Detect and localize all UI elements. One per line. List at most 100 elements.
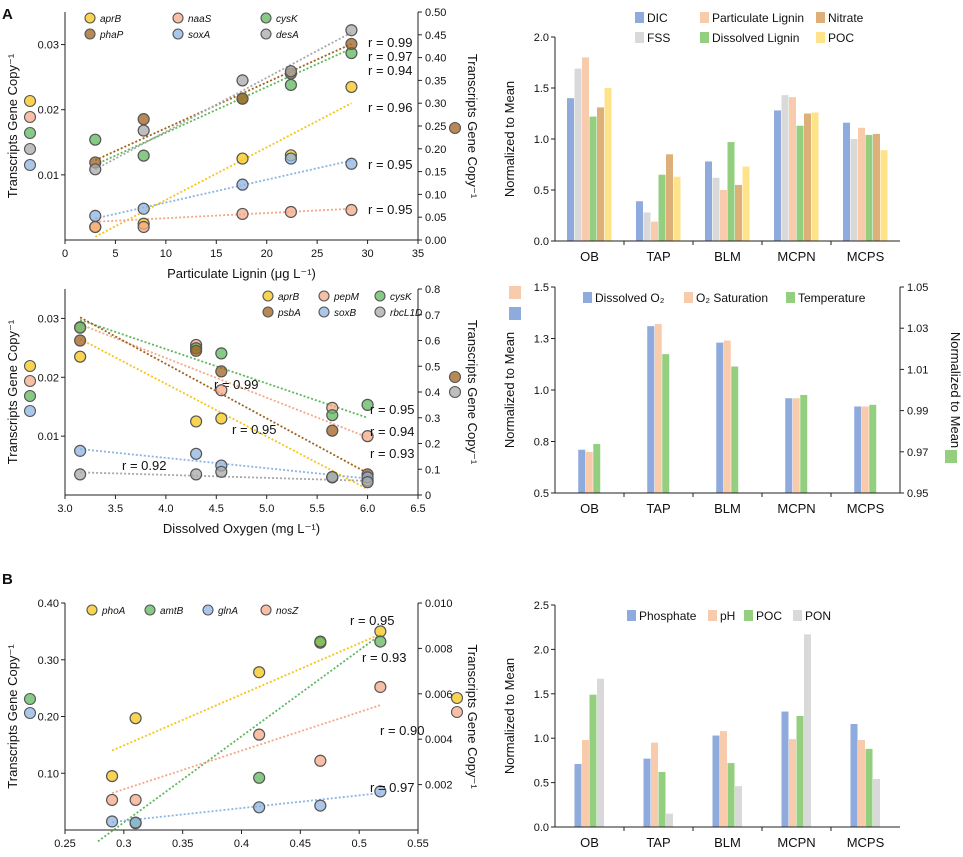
a4-category-label: MCPS bbox=[847, 501, 885, 516]
a1-point-desa bbox=[345, 24, 358, 37]
a2-yl-tick-label: 1.0 bbox=[534, 134, 549, 146]
a2-yl-tick-label: 1.5 bbox=[534, 83, 549, 95]
a3-point-cysk bbox=[361, 398, 374, 411]
a1-r-label-aprb: r = 0.96 bbox=[368, 100, 412, 115]
a3-legend-label-aprb: aprB bbox=[278, 292, 299, 303]
a2-bar-poc-ob bbox=[604, 88, 612, 241]
a4-y-axis-title-left: Normalized to Mean bbox=[502, 332, 517, 448]
a3-yr-tick-label: 0.8 bbox=[425, 284, 440, 296]
b2-legend-label-ph: pH bbox=[720, 609, 735, 623]
a4-bar-dissolved-o-blm bbox=[716, 342, 724, 493]
b2-bar-phosphate-blm bbox=[712, 735, 720, 827]
b2-yl-tick-label: 0.0 bbox=[534, 822, 549, 834]
b2-legend-swatch-ph bbox=[708, 610, 717, 621]
a1-y-axis-title-right: Transcripts Gene Copy⁻¹ bbox=[465, 54, 480, 199]
a1-point-aprb bbox=[345, 80, 358, 94]
a4-yl-tick-label: 1.3 bbox=[534, 334, 549, 346]
a3-x-tick-label: 4.0 bbox=[158, 503, 173, 515]
a4-bar-temperature-mcps bbox=[869, 404, 877, 493]
a2-bar-particulate-lignin-tap bbox=[651, 221, 658, 241]
a2-bar-fss-blm bbox=[712, 177, 720, 241]
a4-axis-key-right-temperature bbox=[945, 450, 957, 463]
b1-legend-swatch-glna bbox=[202, 604, 214, 616]
a3-legend-swatch-soxb bbox=[318, 306, 330, 318]
b2-bar-pon-mcpn bbox=[804, 634, 811, 827]
a2-legend-swatch-dissolved-lignin bbox=[700, 32, 709, 43]
a2-bar-nitrate-tap bbox=[666, 154, 673, 241]
a3-point-cysk bbox=[326, 409, 339, 422]
a4-yr-tick-label: 1.05 bbox=[907, 282, 928, 294]
b2-category-label: MCPS bbox=[847, 835, 885, 850]
b1-axis-key-left-glna bbox=[23, 706, 37, 720]
b1-trend-phoa bbox=[111, 633, 381, 752]
b2-category-label: BLM bbox=[714, 835, 741, 850]
a4-legend-label-o-saturation: O₂ Saturation bbox=[696, 291, 768, 305]
a4-yr-tick-label: 1.03 bbox=[907, 323, 928, 335]
b2-bar-pon-mcps bbox=[873, 779, 880, 827]
a1-x-tick-label: 15 bbox=[210, 248, 222, 260]
a2-bar-dic-ob bbox=[567, 98, 574, 241]
b1-x-tick-label: 0.35 bbox=[172, 838, 193, 850]
a3-yr-tick-label: 0.2 bbox=[425, 439, 440, 451]
a2-bar-nitrate-ob bbox=[597, 107, 604, 241]
a1-point-naas bbox=[137, 220, 150, 234]
a4-yr-tick-label: 0.95 bbox=[907, 488, 928, 500]
a2-category-label: MCPN bbox=[777, 249, 815, 264]
a1-yl-tick-label: 0.03 bbox=[38, 40, 59, 52]
a1-point-desa bbox=[284, 65, 298, 78]
b1-point-glna bbox=[374, 785, 387, 798]
b2-legend-swatch-pon bbox=[793, 610, 802, 621]
a2-bar-fss-ob bbox=[574, 68, 582, 242]
a4-axis-key-left-dissolved-o bbox=[509, 307, 521, 320]
a3-axis-key-left-cysk bbox=[23, 389, 37, 403]
a1-r-label-cysk: r = 0.94 bbox=[368, 63, 412, 78]
a3-legend-swatch-pepm bbox=[318, 290, 330, 302]
b2-bar-phosphate-ob bbox=[574, 763, 582, 827]
a1-legend-swatch-phap bbox=[84, 28, 96, 40]
a1-legend-label-phap: phaP bbox=[99, 30, 124, 41]
a1-trend-aprb bbox=[94, 102, 352, 238]
a4-yl-tick-label: 1.0 bbox=[534, 385, 549, 397]
a2-bar-dissolved-lignin-mcpn bbox=[796, 125, 804, 241]
a1-axis-key-left-soxa bbox=[23, 158, 37, 172]
a3-point-aprb bbox=[215, 412, 228, 425]
a1-yr-tick-label: 0.45 bbox=[425, 30, 446, 42]
a3-point-cysk bbox=[215, 347, 228, 360]
a3-r-label-cysk: r = 0.95 bbox=[370, 402, 414, 417]
a2-bar-dic-tap bbox=[636, 201, 643, 241]
a4-legend-label-dissolved-o: Dissolved O₂ bbox=[595, 291, 665, 305]
a1-trend-desa bbox=[94, 31, 352, 171]
a2-bar-dissolved-lignin-blm bbox=[727, 142, 735, 241]
a2-category-label: MCPS bbox=[847, 249, 885, 264]
b1-point-nosz bbox=[374, 680, 387, 694]
b1-x-tick-label: 0.3 bbox=[116, 838, 131, 850]
a1-point-phap bbox=[345, 37, 358, 51]
a3-axis-key-left-soxb bbox=[23, 404, 37, 418]
a2-bar-dissolved-lignin-ob bbox=[589, 116, 597, 241]
b1-axis-key-right-nosz bbox=[450, 705, 464, 719]
a3-point-rbcl1d bbox=[74, 468, 87, 481]
a2-category-label: OB bbox=[580, 249, 599, 264]
b1-y-axis-title-right: Transcripts Gene Copy⁻¹ bbox=[465, 644, 480, 789]
a3-legend-label-cysk: cysK bbox=[390, 292, 413, 303]
a3-point-psba bbox=[215, 365, 228, 378]
b2-bar-phosphate-mcpn bbox=[781, 711, 789, 827]
a1-point-phap bbox=[236, 92, 249, 105]
b1-r-label-phoa: r = 0.95 bbox=[350, 613, 394, 628]
a3-point-rbcl1d bbox=[190, 468, 203, 481]
a1-legend-label-cysk: cysK bbox=[276, 14, 299, 25]
a2-bar-dissolved-lignin-mcps bbox=[865, 134, 873, 241]
a1-point-naas bbox=[284, 205, 298, 219]
a1-yr-tick-label: 0.40 bbox=[425, 53, 446, 65]
a4-category-label: OB bbox=[580, 501, 599, 516]
a2-legend-swatch-particulate-lignin bbox=[700, 12, 709, 23]
b1-trend-nosz bbox=[111, 704, 381, 794]
a2-bar-dissolved-lignin-tap bbox=[658, 174, 666, 241]
a1-point-desa bbox=[236, 74, 249, 87]
b2-category-label: MCPN bbox=[777, 835, 815, 850]
panel-label-b: B bbox=[2, 571, 13, 588]
b2-category-label: TAP bbox=[646, 835, 670, 850]
a1-x-tick-label: 0 bbox=[62, 248, 68, 260]
a1-r-label-phap: r = 0.97 bbox=[368, 49, 412, 64]
a3-point-soxb bbox=[74, 444, 87, 457]
